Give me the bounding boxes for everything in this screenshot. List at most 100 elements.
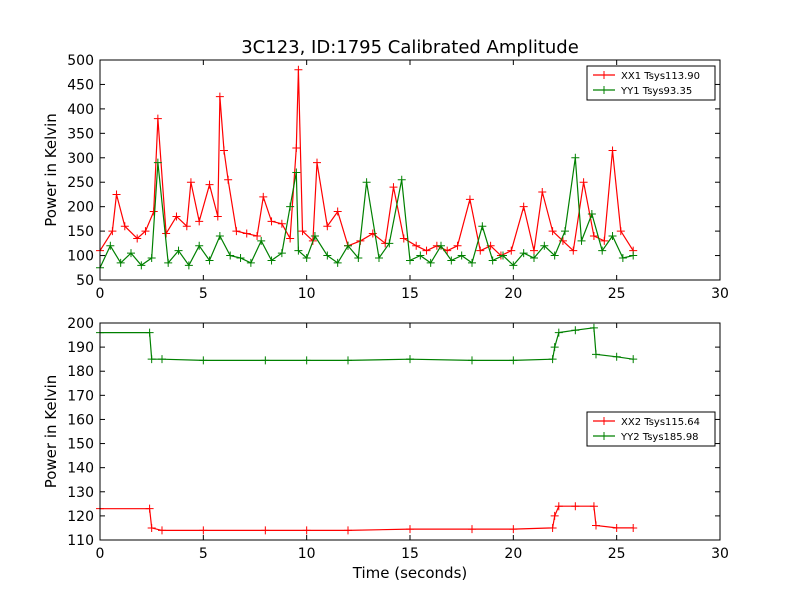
figure-title: 3C123, ID:1795 Calibrated Amplitude — [241, 37, 579, 58]
data-point — [571, 502, 580, 511]
data-point — [153, 158, 162, 167]
data-point — [333, 207, 342, 216]
data-point — [213, 212, 222, 221]
data-point — [608, 146, 617, 155]
y-tick-label: 120 — [67, 509, 94, 525]
y-tick-label: 150 — [67, 437, 94, 453]
data-point — [592, 350, 600, 359]
data-point — [149, 207, 158, 216]
data-point — [141, 227, 150, 236]
data-point — [465, 195, 474, 204]
data-point — [302, 254, 311, 262]
data-point — [292, 168, 301, 177]
y-tick-label: 50 — [76, 273, 94, 289]
data-point — [106, 241, 115, 250]
data-point — [509, 525, 518, 534]
data-point — [286, 234, 295, 243]
data-point — [422, 246, 431, 255]
y-tick-label: 450 — [67, 77, 94, 93]
data-point — [548, 227, 557, 236]
data-point — [589, 502, 598, 511]
y-tick-label: 190 — [67, 340, 94, 356]
x-tick-label: 10 — [298, 286, 316, 302]
data-point — [205, 180, 214, 189]
data-point — [246, 258, 255, 267]
data-point — [164, 258, 173, 267]
data-point — [399, 234, 408, 243]
data-point — [253, 232, 262, 240]
data-point — [589, 323, 598, 332]
data-point — [153, 114, 162, 123]
data-point — [232, 227, 241, 236]
data-point — [385, 239, 394, 248]
data-point — [468, 258, 476, 267]
data-point — [571, 153, 580, 162]
data-point — [612, 352, 621, 361]
data-point — [145, 504, 154, 513]
data-point — [550, 511, 559, 520]
data-point — [476, 246, 485, 255]
data-point — [499, 251, 507, 260]
data-point — [453, 241, 462, 250]
data-point — [457, 251, 466, 260]
data-point — [220, 146, 228, 155]
data-point — [344, 356, 352, 365]
data-point — [598, 246, 607, 255]
data-point — [629, 251, 638, 260]
data-point — [447, 256, 456, 265]
data-point — [158, 526, 166, 535]
x-tick-label: 30 — [711, 546, 729, 562]
data-point — [147, 254, 156, 262]
y-tick-label: 250 — [67, 175, 94, 191]
data-point — [172, 212, 181, 221]
x-tick-label: 0 — [96, 286, 105, 302]
top-plot: 0 5 10 15 20 25 30 50 100 150 200 250 300 350 400 450 50… — [42, 53, 729, 302]
data-point — [540, 241, 549, 250]
y-tick-label: 400 — [67, 102, 94, 118]
y-tick-label: 160 — [67, 412, 94, 428]
x-tick-label: 15 — [401, 286, 419, 302]
legend-entry: YY2 Tsys185.98 — [620, 432, 699, 443]
data-point — [616, 227, 625, 236]
data-point — [294, 246, 303, 255]
x-tick-label: 20 — [504, 546, 522, 562]
data-point — [507, 246, 516, 255]
data-point — [199, 356, 208, 365]
data-point — [561, 227, 569, 236]
y-tick-label: 140 — [67, 461, 94, 477]
data-point — [277, 249, 286, 258]
data-point — [145, 328, 154, 337]
data-point — [519, 249, 528, 258]
legend-2: XX2 Tsys115.64 YY2 Tsys185.98 — [586, 411, 716, 447]
data-point — [530, 254, 538, 262]
data-point — [550, 251, 559, 260]
data-point — [569, 246, 578, 255]
data-point — [548, 523, 557, 532]
data-point — [195, 217, 204, 226]
data-point — [298, 227, 307, 236]
data-point — [186, 178, 195, 187]
y-tick-label: 150 — [67, 224, 94, 240]
data-point — [323, 222, 332, 231]
data-point — [259, 192, 268, 201]
data-point — [550, 343, 559, 352]
data-point — [577, 236, 586, 245]
data-point — [416, 251, 425, 260]
data-point — [354, 254, 363, 262]
data-point — [587, 210, 596, 218]
data-point — [509, 356, 518, 365]
data-point — [127, 249, 135, 258]
data-point — [437, 241, 445, 250]
series-line-1-1 — [99, 69, 634, 257]
legend-entry: YY1 Tsys93.35 — [620, 86, 692, 97]
data-point — [530, 246, 538, 255]
bottom-plot: 0 5 10 15 20 25 30 110 120 130 140 150 160 170 180 190 2… — [42, 316, 729, 562]
data-point — [205, 256, 214, 265]
data-point — [261, 526, 270, 535]
data-point — [333, 258, 342, 267]
data-point — [509, 261, 518, 270]
data-point — [158, 355, 166, 364]
y-tick-label: 100 — [67, 249, 94, 265]
data-point — [292, 144, 301, 152]
